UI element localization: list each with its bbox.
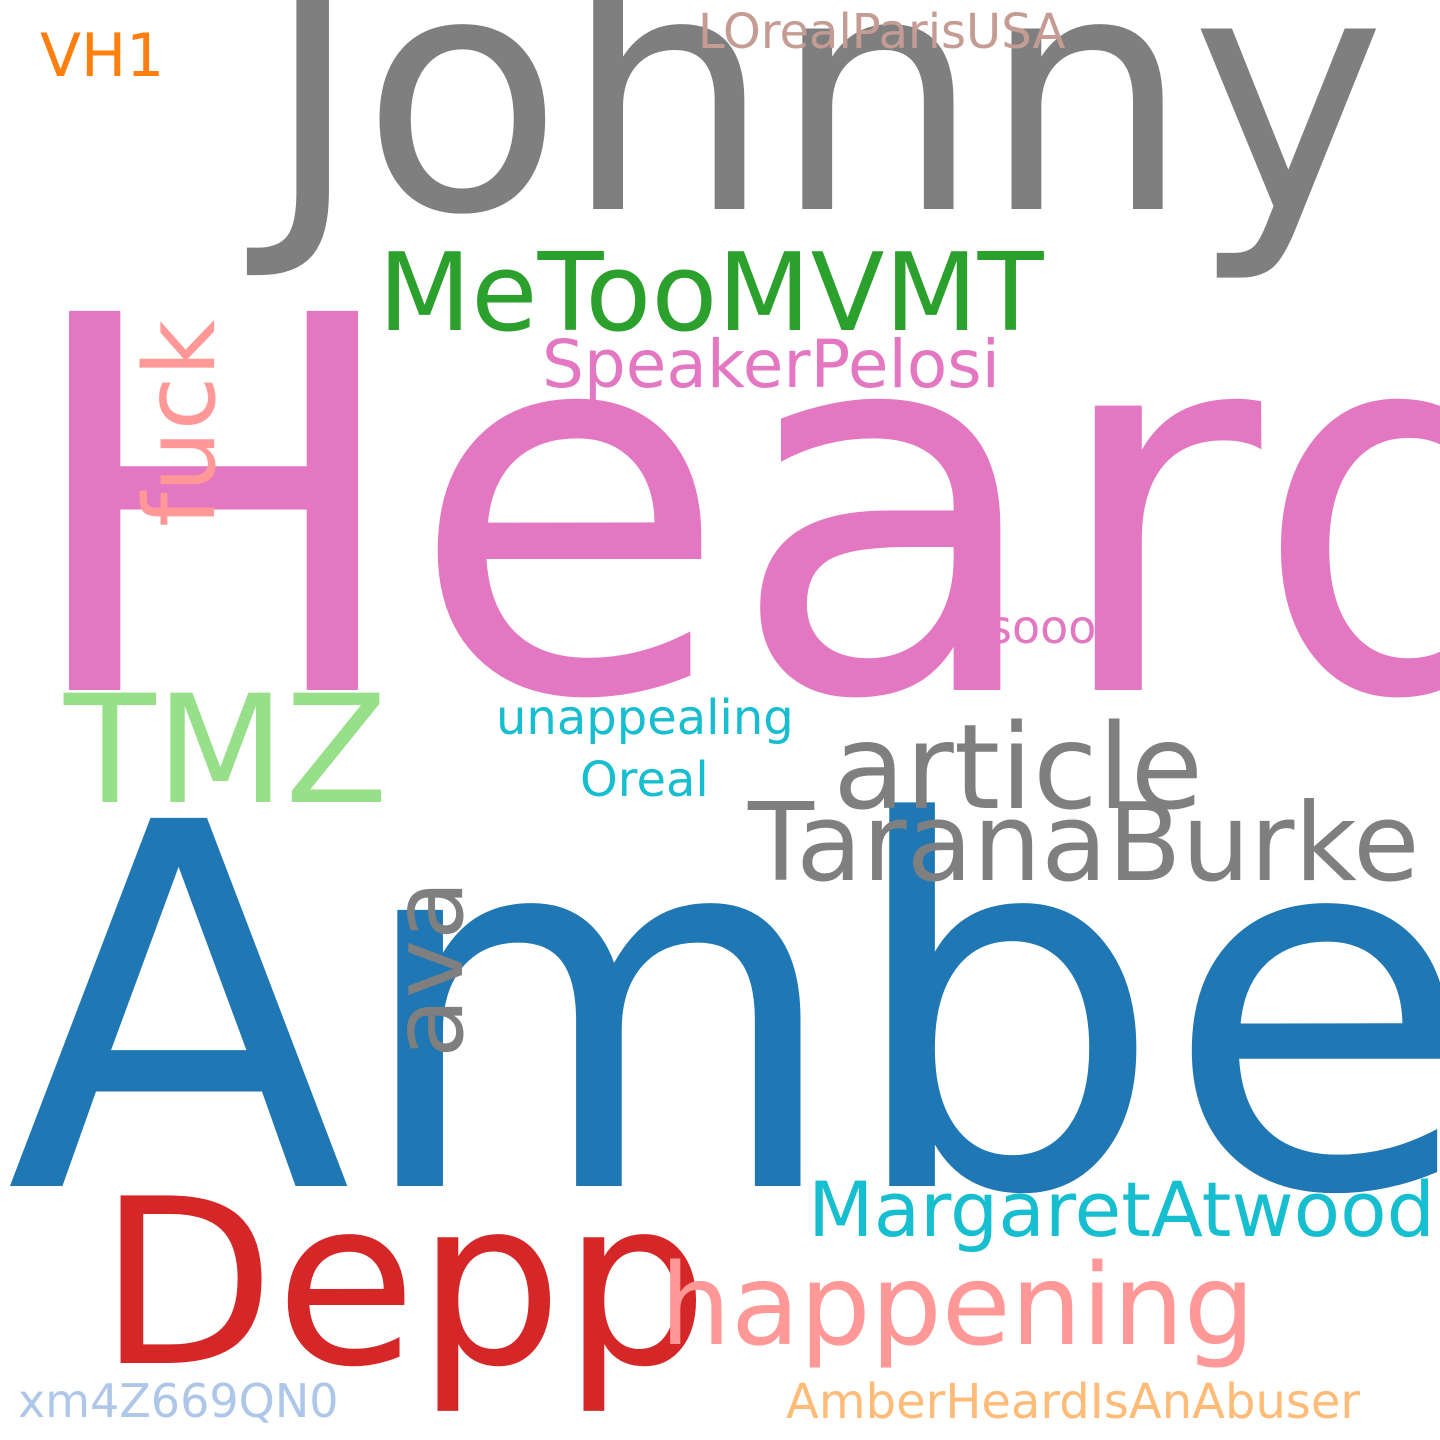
word-vh1: VH1 bbox=[40, 21, 165, 91]
word-soooo: soooo bbox=[988, 600, 1125, 654]
word-unappealing: unappealing bbox=[496, 690, 794, 746]
word-article: article bbox=[833, 698, 1204, 836]
word-johnny: Johnny bbox=[264, 0, 1386, 287]
word-taranaburke: TaranaBurke bbox=[748, 781, 1420, 906]
word-amber: Amber bbox=[6, 718, 1440, 1306]
word-metoomvmt: MeTooMVMT bbox=[378, 231, 1044, 356]
word-xm4z669qn0: xm4Z669QN0 bbox=[18, 1374, 339, 1428]
word-tmz: TMZ bbox=[64, 664, 388, 838]
word-happening: happening bbox=[660, 1241, 1255, 1371]
word-amberheardisanabuser: AmberHeardIsAnAbuser bbox=[786, 1374, 1361, 1430]
word-margaretatwood: MargaretAtwood bbox=[808, 1165, 1435, 1254]
word-ava: ava bbox=[372, 879, 486, 1058]
word-lorealparisusa: LOrealParisUSA bbox=[698, 4, 1066, 60]
word-fuck: fuck bbox=[124, 319, 238, 527]
word-oreal: Oreal bbox=[580, 752, 709, 808]
word-speakerpelosi: SpeakerPelosi bbox=[542, 326, 1000, 403]
word-depp: Depp bbox=[98, 1151, 709, 1418]
word-heard: Heard bbox=[18, 207, 1440, 813]
